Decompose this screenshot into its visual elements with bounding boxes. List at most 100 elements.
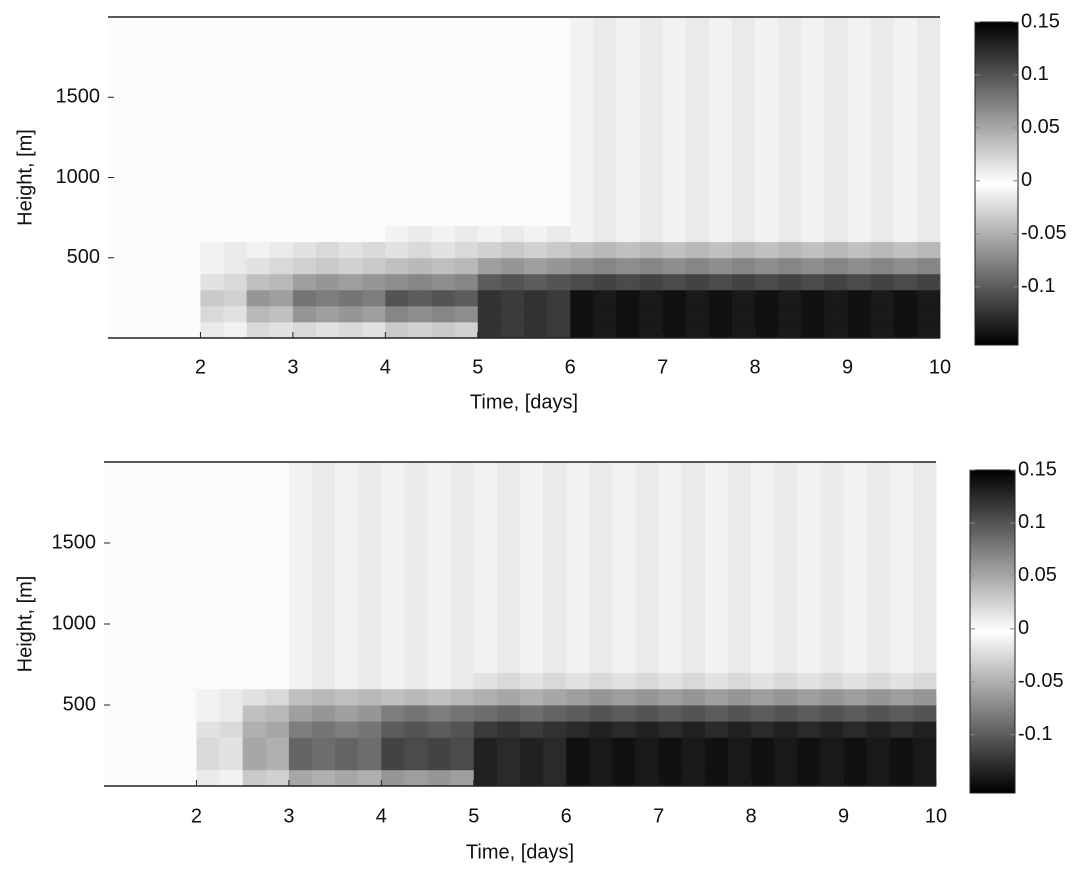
heatmap-cell	[801, 273, 825, 291]
heatmap-cell	[612, 672, 636, 690]
heatmap-cell	[431, 321, 456, 339]
heatmap-cell	[662, 289, 687, 307]
heatmap-cell	[566, 769, 590, 787]
heatmap-cell	[454, 321, 479, 339]
heatmap-cell	[154, 273, 178, 291]
heatmap-cell	[427, 753, 452, 771]
heatmap-cell	[408, 321, 432, 339]
heatmap-cell	[870, 273, 895, 291]
heatmap-cell	[108, 17, 132, 227]
heatmap-cell	[755, 17, 779, 227]
heatmap-cell	[797, 753, 821, 771]
heatmap-cell	[150, 688, 174, 706]
heatmap-cell	[385, 305, 409, 323]
heatmap-cell	[246, 241, 271, 259]
heatmap-cell	[751, 721, 775, 738]
heatmap-cell	[404, 721, 428, 738]
x-tick-label: 2	[191, 805, 202, 827]
heatmap-cell	[385, 225, 409, 243]
heatmap-cell	[450, 753, 475, 771]
heatmap-cell	[612, 753, 636, 771]
heatmap-cell	[473, 462, 498, 673]
heatmap-cell	[431, 241, 456, 259]
heatmap-cell	[589, 705, 613, 722]
heatmap-cell	[524, 225, 548, 243]
heatmap-cell	[316, 17, 340, 227]
heatmap-cell	[108, 305, 132, 323]
heatmap-cell	[681, 753, 706, 771]
heatmap-cell	[658, 753, 683, 771]
heatmap-cell	[312, 672, 336, 690]
heatmap-cell	[570, 17, 594, 227]
heatmap-cell	[431, 257, 456, 275]
heatmap-cell	[916, 257, 941, 275]
x-tick-label: 8	[746, 805, 757, 827]
heatmap-cell	[708, 273, 733, 291]
heatmap-cell	[427, 462, 452, 673]
heatmap-cell	[612, 688, 636, 706]
heatmap-cell	[173, 688, 197, 706]
heatmap-cell	[292, 257, 317, 275]
colorbar-tick-label: 0.1	[1018, 511, 1046, 533]
heatmap-cell	[612, 737, 636, 754]
heatmap-cell	[728, 737, 752, 754]
heatmap-cell	[658, 462, 683, 673]
heatmap-cell	[912, 672, 937, 690]
heatmap-cell	[496, 769, 521, 787]
heatmap-cell	[408, 225, 432, 243]
heatmap-cell	[427, 705, 452, 722]
heatmap-cell	[335, 721, 359, 738]
heatmap-cell	[154, 17, 178, 227]
heatmap-cell	[843, 721, 868, 738]
heatmap-cell	[131, 257, 155, 275]
heatmap-cell	[177, 289, 201, 307]
heatmap-cell	[543, 672, 567, 690]
heatmap-cell	[843, 737, 868, 754]
heatmap-cell	[150, 705, 174, 722]
heatmap-cell	[242, 769, 267, 787]
heatmap-cell	[639, 305, 664, 323]
heatmap-cell	[616, 321, 640, 339]
heatmap-cell	[685, 17, 710, 227]
heatmap-cell	[339, 273, 363, 291]
heatmap-cell	[288, 672, 313, 690]
heatmap-cell	[685, 321, 710, 339]
heatmap-cell	[732, 305, 756, 323]
colorbar	[974, 21, 1019, 346]
heatmap-cell	[312, 769, 336, 787]
heatmap-cell	[889, 753, 914, 771]
heatmap-cell	[177, 241, 201, 259]
heatmap-cell	[223, 225, 248, 243]
heatmap-cell	[362, 225, 386, 243]
heatmap-cell	[570, 225, 594, 243]
heatmap-cell	[219, 672, 244, 690]
heatmap-cell	[847, 273, 872, 291]
y-tick-label: 1000	[52, 612, 97, 634]
heatmap-cell	[473, 753, 498, 771]
heatmap-cell	[543, 721, 567, 738]
heatmap-cell	[797, 769, 821, 787]
heatmap-cell	[593, 225, 617, 243]
heatmap-cell	[870, 257, 895, 275]
heatmap-cell	[288, 705, 313, 722]
heatmap-cell	[704, 753, 729, 771]
heatmap-cell	[566, 672, 590, 690]
heatmap-cell	[778, 273, 802, 291]
heatmap-cell	[292, 225, 317, 243]
heatmap-cell	[196, 688, 220, 706]
heatmap-cell	[824, 289, 848, 307]
heatmap-cell	[543, 462, 567, 673]
heatmap-cell	[316, 241, 340, 259]
heatmap-cell	[288, 769, 313, 787]
heatmap-cell	[154, 241, 178, 259]
heatmap-cell	[131, 305, 155, 323]
heatmap-cell	[774, 462, 798, 673]
heatmap-cell	[265, 672, 290, 690]
heatmap-cell	[681, 737, 706, 754]
heatmap-cell	[404, 688, 428, 706]
heatmap-cell	[196, 737, 220, 754]
heatmap-cell	[381, 737, 405, 754]
heatmap-cell	[358, 737, 382, 754]
heatmap-cell	[269, 305, 294, 323]
colorbar-tick-label: -0.05	[1021, 222, 1067, 244]
